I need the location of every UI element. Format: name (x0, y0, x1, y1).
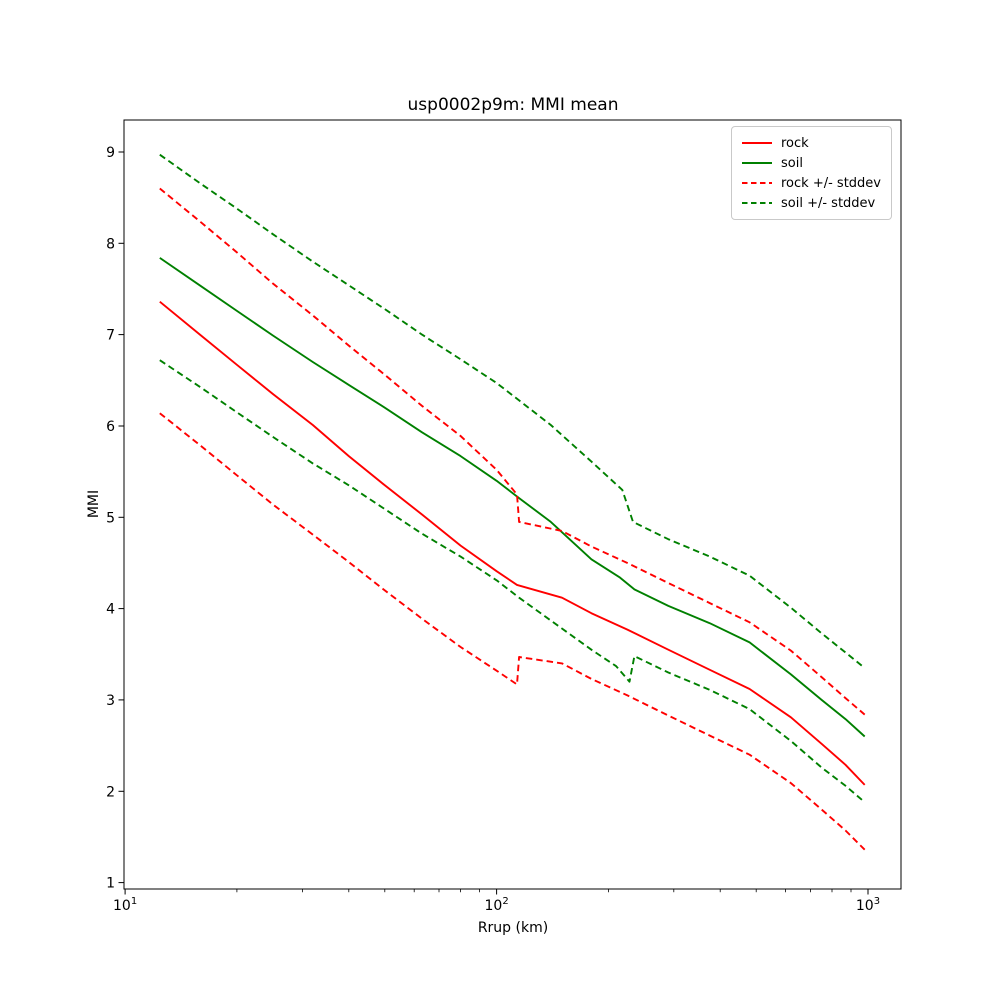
series-line-soil (159, 257, 866, 738)
legend-label: soil +/- stddev (781, 195, 876, 211)
y-tick-label: 1 (106, 876, 115, 892)
legend-line-sample (742, 182, 772, 184)
y-tick-label: 3 (106, 693, 115, 709)
y-tick-label: 2 (106, 784, 115, 800)
legend-entry: rock (742, 133, 881, 153)
series-line-soil-stddev (159, 359, 866, 803)
legend-label: soil (781, 155, 803, 171)
y-tick-label: 7 (106, 328, 115, 344)
series-line-rock-stddev (159, 187, 866, 716)
legend-line-sample (742, 142, 772, 144)
y-tick-label: 5 (106, 510, 115, 526)
axes-frame (123, 119, 902, 890)
y-tick-label: 4 (106, 602, 115, 618)
x-tick-label: 101 (113, 896, 137, 914)
x-tick-label: 103 (856, 896, 880, 914)
chart-title: usp0002p9m: MMI mean (407, 95, 619, 115)
series-line-soil-stddev (159, 153, 866, 669)
y-tick-label: 9 (106, 145, 115, 161)
legend-label: rock +/- stddev (781, 175, 881, 191)
legend-entry: soil +/- stddev (742, 193, 881, 213)
series-line-rock (159, 300, 866, 786)
y-axis-label: MMI (86, 489, 102, 519)
y-tick-label: 6 (106, 419, 115, 435)
legend-entry: soil (742, 153, 881, 173)
legend-line-sample (742, 202, 772, 204)
y-tick-label: 8 (106, 236, 115, 252)
legend-entry: rock +/- stddev (742, 173, 881, 193)
x-tick-label: 102 (484, 896, 508, 914)
legend: rock soil rock +/- stddev soil +/- stddev (731, 126, 892, 220)
legend-line-sample (742, 162, 772, 164)
x-axis-label: Rrup (km) (477, 920, 549, 936)
series-line-rock-stddev (159, 412, 866, 851)
legend-label: rock (781, 135, 809, 151)
